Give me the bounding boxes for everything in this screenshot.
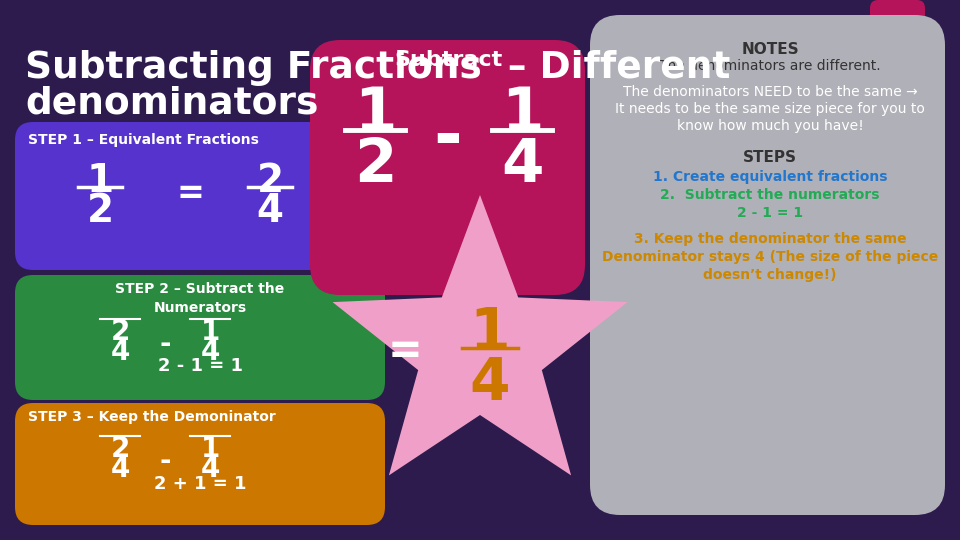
Text: 4: 4 [469,355,511,412]
Polygon shape [332,195,628,475]
FancyBboxPatch shape [15,403,385,525]
Text: 2 - 1 = 1: 2 - 1 = 1 [157,357,243,375]
Text: 1: 1 [469,305,511,362]
FancyBboxPatch shape [15,275,385,400]
FancyBboxPatch shape [15,122,385,270]
Text: -: - [159,447,171,475]
Text: know how much you have!: know how much you have! [677,119,863,133]
Text: 1: 1 [501,85,543,144]
Text: 2.  Subtract the numerators: 2. Subtract the numerators [660,188,879,202]
Text: 2: 2 [353,136,396,195]
Text: Subtract: Subtract [394,50,502,70]
Text: =: = [388,330,422,372]
Text: -: - [159,330,171,358]
Text: 2: 2 [110,318,130,346]
FancyBboxPatch shape [590,15,945,515]
Text: =: = [176,177,204,210]
Text: 2: 2 [86,192,113,230]
Text: 4: 4 [110,455,130,483]
Text: STEP 2 – Subtract the
Numerators: STEP 2 – Subtract the Numerators [115,282,284,315]
Text: 4: 4 [201,338,220,366]
Text: 2: 2 [110,435,130,463]
Text: 3. Keep the denominator the same: 3. Keep the denominator the same [634,232,906,246]
Text: denominators: denominators [25,85,319,121]
Text: 1: 1 [201,318,220,346]
Text: 1: 1 [86,162,113,200]
Text: 4: 4 [501,136,543,195]
Text: -: - [434,105,463,172]
FancyBboxPatch shape [310,40,585,295]
Text: Subtracting Fractions  – Different: Subtracting Fractions – Different [25,50,731,86]
FancyBboxPatch shape [870,0,925,150]
Text: 4: 4 [110,338,130,366]
Text: STEP 3 – Keep the Demoninator: STEP 3 – Keep the Demoninator [28,410,276,424]
Text: NOTES: NOTES [741,42,799,57]
Text: The denominators are different.: The denominators are different. [660,59,881,73]
Text: 1: 1 [353,85,396,144]
Text: doesn’t change!): doesn’t change!) [704,268,837,282]
Text: 2 + 1 = 1: 2 + 1 = 1 [154,475,247,493]
Text: 4: 4 [201,455,220,483]
Text: It needs to be the same size piece for you to: It needs to be the same size piece for y… [615,102,924,116]
Text: 1: 1 [201,435,220,463]
Text: Denominator stays 4 (The size of the piece: Denominator stays 4 (The size of the pie… [602,250,938,264]
Text: 2: 2 [256,162,283,200]
Text: 2 - 1 = 1: 2 - 1 = 1 [737,206,804,220]
Text: STEP 1 – Equivalent Fractions: STEP 1 – Equivalent Fractions [28,133,259,147]
Text: 4: 4 [256,192,283,230]
Text: 1. Create equivalent fractions: 1. Create equivalent fractions [653,170,887,184]
Text: The denominators NEED to be the same →: The denominators NEED to be the same → [623,85,918,99]
Text: STEPS: STEPS [743,150,797,165]
